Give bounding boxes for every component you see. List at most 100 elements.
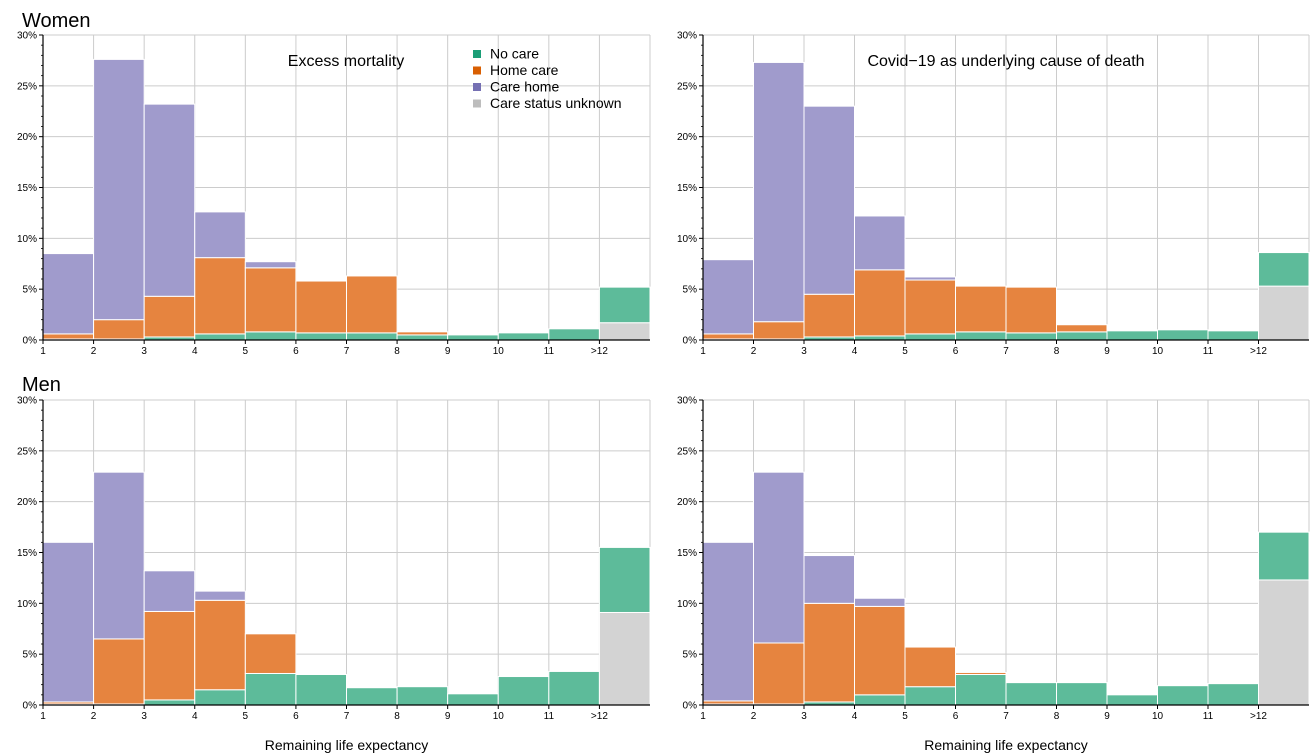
chart-panel-3: 0% 5% 10% 15% 20% 25% 30% 1 2 3 4 5 6 7 8 9 10 11 >12 Remai… bbox=[17, 396, 651, 753]
y-tick-label: 25% bbox=[17, 81, 37, 92]
bar-care-status-unknown-12 bbox=[1258, 579, 1310, 706]
panel-title: Excess mortality bbox=[288, 53, 404, 70]
x-tick-label: >12 bbox=[1250, 711, 1267, 722]
bar-no-care-12 bbox=[1258, 531, 1310, 581]
x-tick-label: 3 bbox=[801, 711, 807, 722]
legend-swatch-no-care bbox=[473, 50, 481, 58]
x-tick-label: 4 bbox=[192, 346, 198, 357]
bar-home-care-8-9 bbox=[396, 331, 449, 336]
bar-no-care-8-9 bbox=[1056, 682, 1108, 706]
bar-no-care-5-6 bbox=[244, 331, 297, 341]
x-tick-label: 9 bbox=[445, 711, 451, 722]
y-tick-label: 10% bbox=[677, 234, 697, 245]
chart-panel-1: 0% 5% 10% 15% 20% 25% 30% 1 2 3 4 5 6 7 8 9 10 11 >12 Exces… bbox=[17, 31, 651, 357]
x-tick-label: 3 bbox=[801, 346, 807, 357]
bar-no-care-9-10 bbox=[1106, 694, 1158, 706]
bar-care-home-3-4 bbox=[803, 105, 855, 295]
bar-no-care-11-12 bbox=[1207, 683, 1259, 706]
bar-no-care-9-10 bbox=[447, 334, 499, 341]
x-tick-label: 8 bbox=[1054, 711, 1060, 722]
legend-swatch-care-home bbox=[473, 83, 481, 91]
bar-care-home-5-6 bbox=[244, 261, 297, 269]
x-tick-label: 6 bbox=[953, 346, 959, 357]
bar-home-care-1-2 bbox=[702, 333, 754, 340]
bar-no-care-8-9 bbox=[1056, 331, 1108, 341]
y-tick-label: 30% bbox=[17, 396, 37, 407]
x-tick-label: >12 bbox=[591, 346, 608, 357]
x-tick-label: >12 bbox=[1250, 346, 1267, 357]
x-tick-label: 2 bbox=[751, 346, 757, 357]
bar-care-home-5-6 bbox=[904, 276, 956, 281]
x-tick-label: 5 bbox=[243, 711, 249, 722]
bar-home-care-3-4 bbox=[803, 293, 855, 338]
bar-care-home-1-2 bbox=[702, 541, 754, 702]
x-tick-label: 7 bbox=[1003, 346, 1009, 357]
legend-label-home-care: Home care bbox=[490, 62, 559, 78]
bar-care-home-4-5 bbox=[854, 215, 906, 271]
bar-home-care-5-6 bbox=[904, 279, 956, 335]
bar-care-home-4-5 bbox=[194, 590, 246, 601]
bar-no-care-3-4 bbox=[143, 699, 196, 706]
y-tick-label: 20% bbox=[677, 497, 697, 508]
bar-home-care-7-8 bbox=[1005, 286, 1057, 334]
bar-home-care-2-3 bbox=[93, 319, 145, 340]
y-tick-label: 5% bbox=[683, 650, 698, 661]
bar-no-care-11-12 bbox=[548, 328, 600, 341]
y-tick-label: 15% bbox=[677, 183, 697, 194]
bar-no-care-8-9 bbox=[396, 686, 449, 706]
x-tick-label: 10 bbox=[1152, 711, 1164, 722]
x-tick-label: 1 bbox=[700, 346, 706, 357]
y-tick-label: 15% bbox=[677, 548, 697, 559]
bar-home-care-5-6 bbox=[904, 646, 956, 688]
y-tick-label: 5% bbox=[23, 650, 38, 661]
x-tick-label: 11 bbox=[1203, 711, 1214, 722]
y-tick-label: 0% bbox=[23, 336, 38, 347]
bar-home-care-4-5 bbox=[194, 257, 246, 335]
bar-no-care-6-7 bbox=[955, 674, 1007, 706]
bar-care-home-2-3 bbox=[93, 471, 145, 640]
bar-home-care-5-6 bbox=[244, 267, 297, 333]
x-tick-label: 8 bbox=[1054, 346, 1060, 357]
x-tick-label: 9 bbox=[1104, 711, 1110, 722]
x-tick-label: 7 bbox=[344, 346, 350, 357]
y-tick-label: 15% bbox=[17, 548, 37, 559]
x-tick-label: 5 bbox=[902, 711, 908, 722]
x-tick-label: 7 bbox=[344, 711, 350, 722]
y-tick-label: 20% bbox=[677, 132, 697, 143]
y-tick-label: 15% bbox=[17, 183, 37, 194]
bar-no-care-8-9 bbox=[396, 334, 449, 341]
bar-no-care-9-10 bbox=[447, 693, 499, 706]
y-tick-label: 0% bbox=[23, 701, 38, 712]
bar-home-care-3-4 bbox=[803, 602, 855, 703]
bar-no-care-10-11 bbox=[1157, 329, 1209, 341]
bar-no-care-7-8 bbox=[1005, 332, 1057, 341]
bar-home-care-3-4 bbox=[143, 610, 196, 701]
y-tick-label: 25% bbox=[677, 81, 697, 92]
bar-no-care-6-7 bbox=[295, 332, 347, 341]
x-tick-label: 6 bbox=[293, 711, 299, 722]
x-axis-label: Remaining life expectancy bbox=[265, 737, 428, 753]
bar-no-care-4-5 bbox=[854, 694, 906, 706]
bar-home-care-2-3 bbox=[753, 321, 805, 340]
legend-swatch-care-status-unknown bbox=[473, 99, 481, 108]
bar-no-care-12 bbox=[598, 546, 651, 613]
y-tick-label: 20% bbox=[17, 497, 37, 508]
bar-no-care-9-10 bbox=[1106, 330, 1158, 341]
bar-home-care-2-3 bbox=[753, 642, 805, 705]
bar-home-care-5-6 bbox=[244, 633, 297, 674]
bar-no-care-12 bbox=[598, 286, 651, 324]
bar-care-home-2-3 bbox=[753, 471, 805, 644]
bar-home-care-4-5 bbox=[194, 599, 246, 691]
y-tick-label: 5% bbox=[23, 285, 38, 296]
bar-no-care-12 bbox=[1258, 252, 1310, 287]
bar-care-home-3-4 bbox=[143, 103, 196, 297]
row-label-men: Men bbox=[22, 374, 61, 396]
x-tick-label: 6 bbox=[953, 711, 959, 722]
x-tick-label: 7 bbox=[1003, 711, 1009, 722]
legend-label-no-care: No care bbox=[490, 46, 539, 62]
y-tick-label: 10% bbox=[17, 234, 37, 245]
panel-title: Covid−19 as underlying cause of death bbox=[867, 53, 1144, 70]
y-tick-label: 30% bbox=[677, 396, 697, 407]
x-tick-label: 5 bbox=[243, 346, 249, 357]
